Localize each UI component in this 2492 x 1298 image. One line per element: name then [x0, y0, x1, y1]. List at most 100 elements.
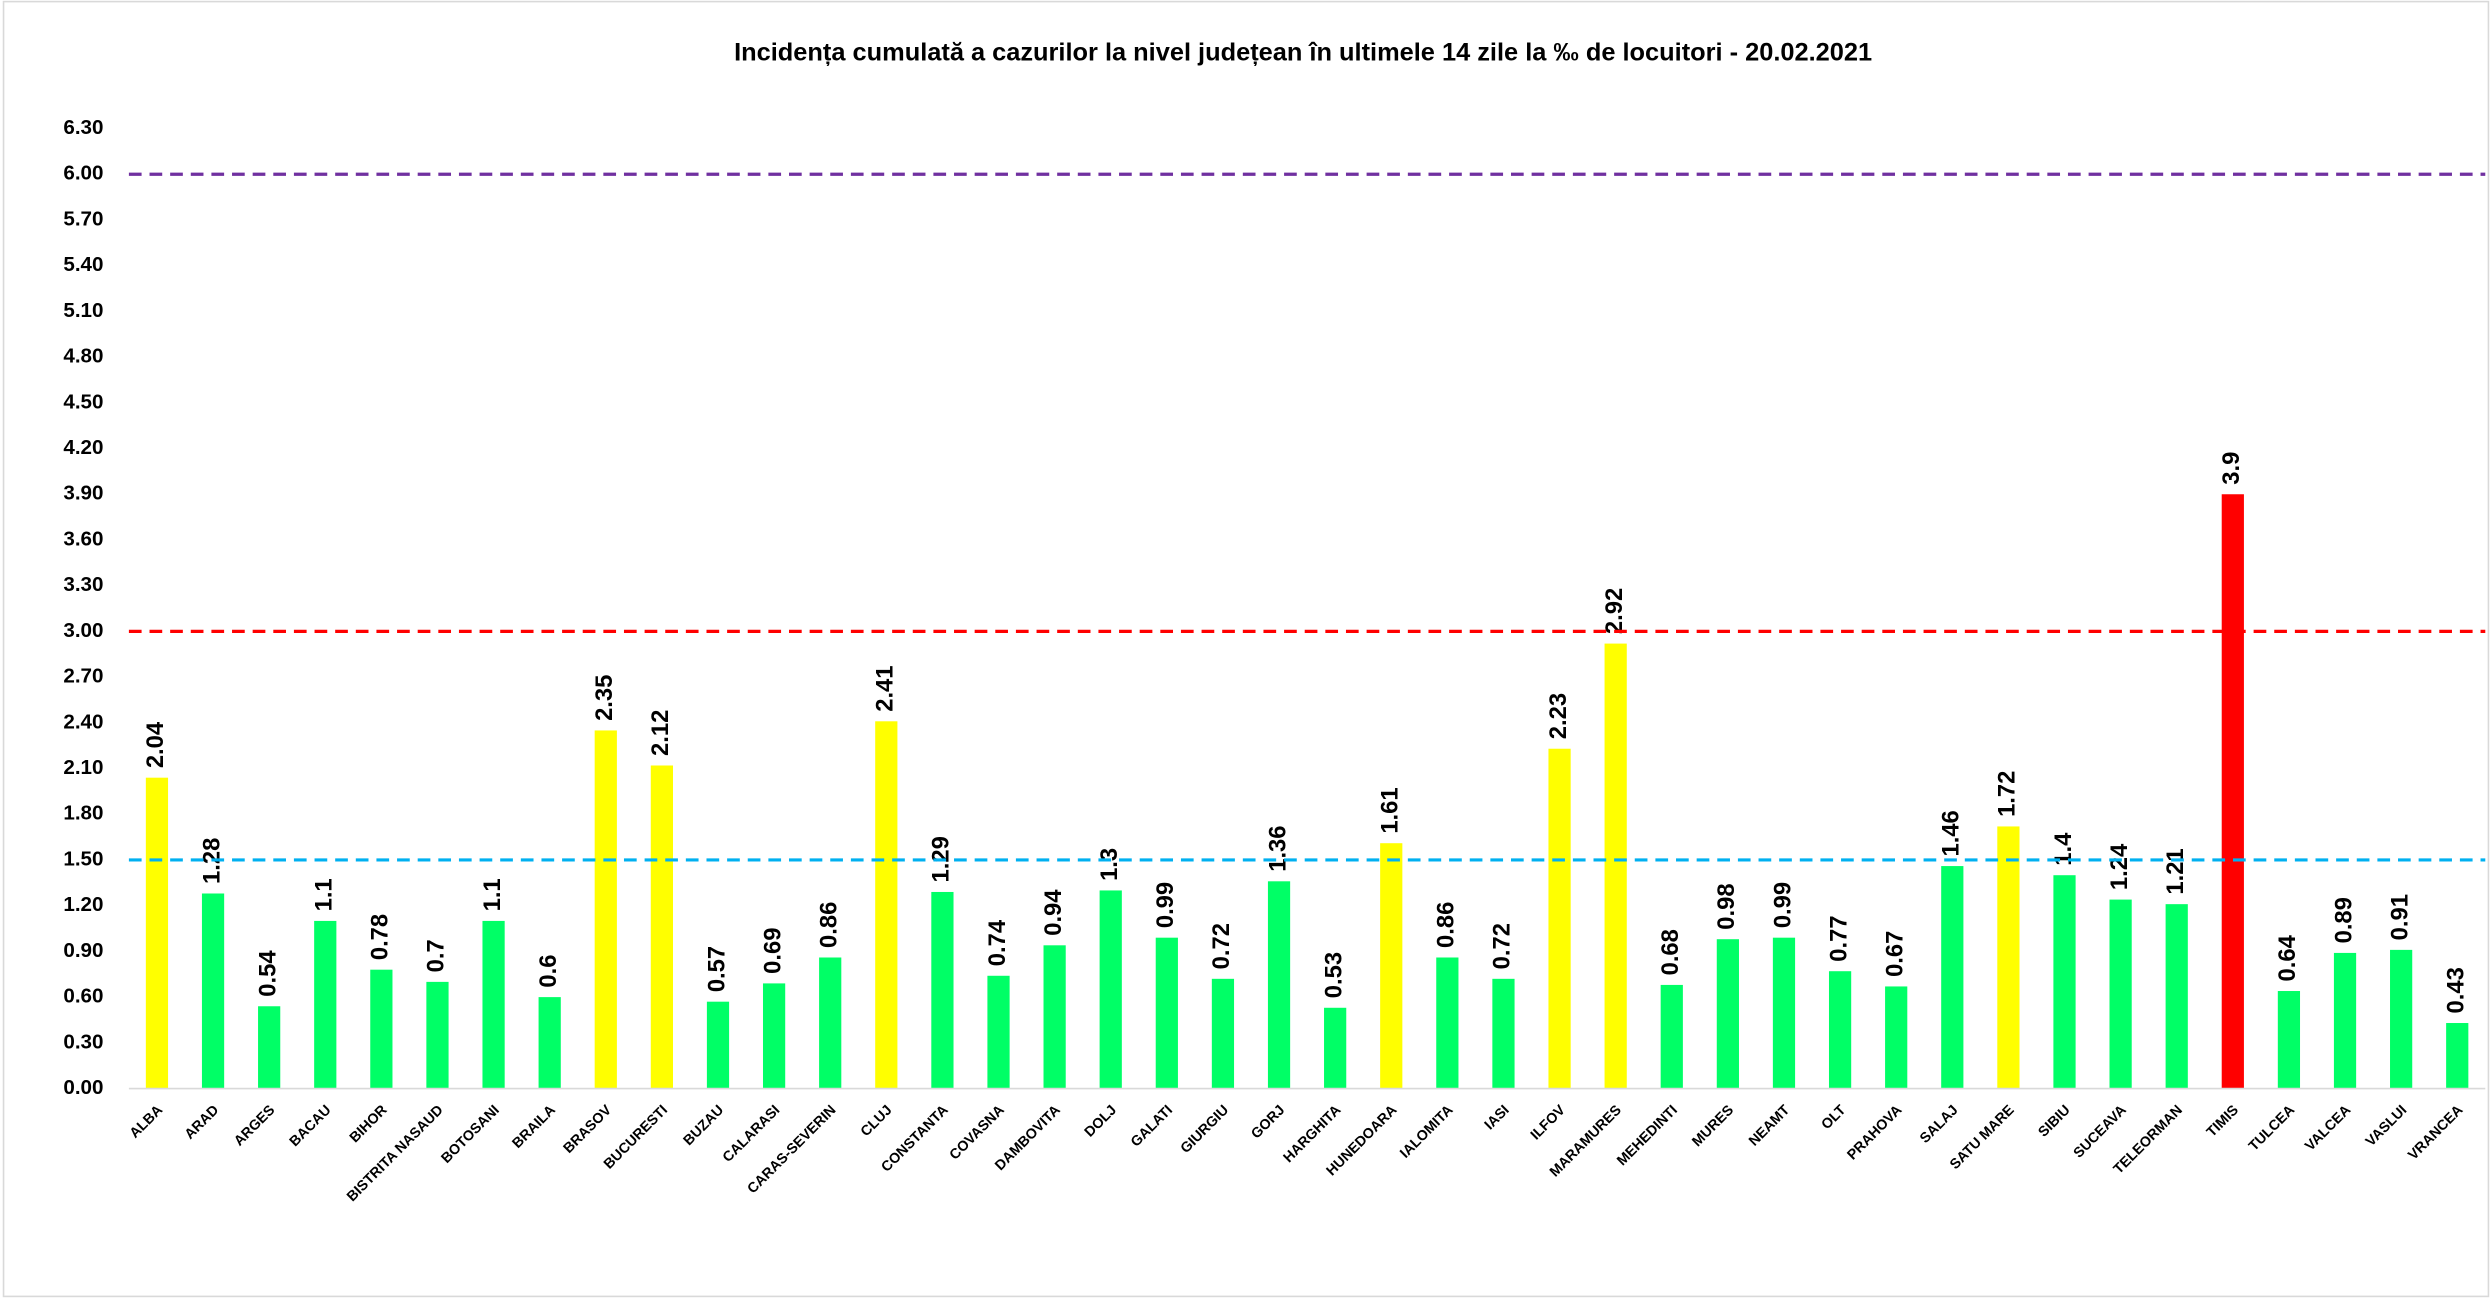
bar: [1604, 643, 1627, 1089]
bar: [1941, 866, 1964, 1089]
value-label: 0.67: [1881, 931, 1908, 977]
y-tick-label: 2.70: [63, 665, 103, 688]
bar: [762, 983, 786, 1089]
value-label: 0.69: [759, 928, 786, 974]
bar: [2165, 904, 2188, 1089]
y-tick-label: 3.30: [63, 573, 103, 596]
value-label: 0.86: [815, 902, 842, 948]
value-label: 0.7: [423, 939, 450, 972]
y-tick-label: 2.40: [63, 710, 103, 733]
value-label: 0.54: [254, 950, 281, 997]
y-tick-label: 5.40: [63, 253, 103, 276]
value-label: 0.99: [1152, 882, 1179, 928]
value-label: 0.57: [703, 946, 730, 992]
bar: [1211, 978, 1235, 1089]
value-label: 1.36: [1264, 825, 1291, 871]
y-tick-label: 6.30: [63, 116, 103, 139]
y-tick-label: 1.20: [63, 893, 103, 916]
value-label: 0.78: [367, 914, 394, 960]
value-label: 0.94: [1040, 889, 1067, 936]
bar: [650, 765, 673, 1089]
y-tick-label: 4.20: [63, 436, 103, 459]
y-tick-label: 0.30: [63, 1030, 103, 1053]
y-tick-label: 0.00: [63, 1076, 103, 1099]
value-label: 0.77: [1825, 915, 1852, 961]
bar: [145, 777, 169, 1089]
value-label: 2.41: [872, 665, 899, 711]
y-tick-label: 4.80: [63, 345, 103, 368]
bar: [706, 1001, 730, 1089]
bar: [1548, 748, 1571, 1089]
bar: [2221, 494, 2244, 1089]
bar: [1380, 843, 1403, 1089]
bar: [2333, 952, 2357, 1089]
value-label: 1.46: [1938, 810, 1965, 856]
bar: [2390, 949, 2413, 1089]
value-label: 0.99: [1769, 882, 1796, 928]
value-label: 2.04: [142, 721, 169, 768]
bar: [1660, 984, 1683, 1089]
value-label: 1.21: [2162, 848, 2189, 894]
bar: [2446, 1023, 2469, 1089]
bar: [1324, 1007, 1347, 1089]
value-label: 0.72: [1208, 923, 1235, 969]
value-label: 2.23: [1545, 693, 1572, 739]
bar: [1436, 957, 1459, 1089]
bar: [1716, 939, 1739, 1089]
value-label: 3.9: [2218, 452, 2245, 485]
y-tick-label: 5.10: [63, 299, 103, 322]
y-tick-label: 5.70: [63, 207, 103, 230]
bar: [2277, 991, 2301, 1089]
value-label: 2.92: [1601, 588, 1628, 634]
value-label: 0.6: [535, 954, 562, 987]
y-tick-label: 0.60: [63, 985, 103, 1008]
bar: [1828, 971, 1852, 1089]
value-label: 0.53: [1320, 952, 1347, 998]
bar: [1043, 945, 1066, 1089]
value-label: 0.98: [1713, 883, 1740, 929]
bar: [987, 975, 1010, 1089]
value-label: 0.74: [984, 919, 1011, 966]
value-label: 0.86: [1433, 902, 1460, 948]
bar: [1155, 937, 1178, 1089]
bar: [1772, 937, 1796, 1089]
bar: [1997, 826, 2020, 1089]
bar: [819, 957, 842, 1089]
y-tick-label: 6.00: [63, 162, 103, 185]
bar: [201, 893, 225, 1089]
y-tick-label: 3.90: [63, 482, 103, 505]
bar: [594, 730, 617, 1089]
value-label: 2.35: [591, 675, 618, 721]
value-label: 0.68: [1657, 929, 1684, 975]
value-label: 0.64: [2274, 934, 2301, 981]
y-tick-label: 1.50: [63, 847, 103, 870]
y-tick-label: 0.90: [63, 939, 103, 962]
bar: [875, 721, 898, 1089]
bar: [1885, 986, 1908, 1089]
y-tick-label: 3.00: [63, 619, 103, 642]
bar: [314, 920, 337, 1089]
y-tick-label: 4.50: [63, 390, 103, 413]
bar: [931, 891, 954, 1089]
bar: [258, 1006, 281, 1089]
bar: [426, 981, 449, 1089]
value-label: 1.72: [1994, 771, 2021, 817]
value-label: 0.72: [1489, 923, 1516, 969]
value-label: 0.91: [2386, 894, 2413, 940]
value-label: 1.24: [2106, 843, 2133, 890]
bar: [2109, 899, 2132, 1089]
bar: [1267, 881, 1291, 1089]
bar: [1099, 890, 1122, 1089]
bar: [370, 969, 393, 1089]
bar: [2053, 875, 2076, 1089]
value-label: 1.61: [1377, 787, 1404, 833]
value-label: 1.1: [479, 878, 506, 911]
chart-title: Incidența cumulată a cazurilor la nivel …: [734, 38, 1872, 66]
value-label: 0.43: [2443, 967, 2470, 1013]
y-tick-label: 2.10: [63, 756, 103, 779]
y-tick-label: 1.80: [63, 802, 103, 825]
bar: [538, 997, 561, 1089]
value-label: 0.89: [2330, 897, 2357, 943]
